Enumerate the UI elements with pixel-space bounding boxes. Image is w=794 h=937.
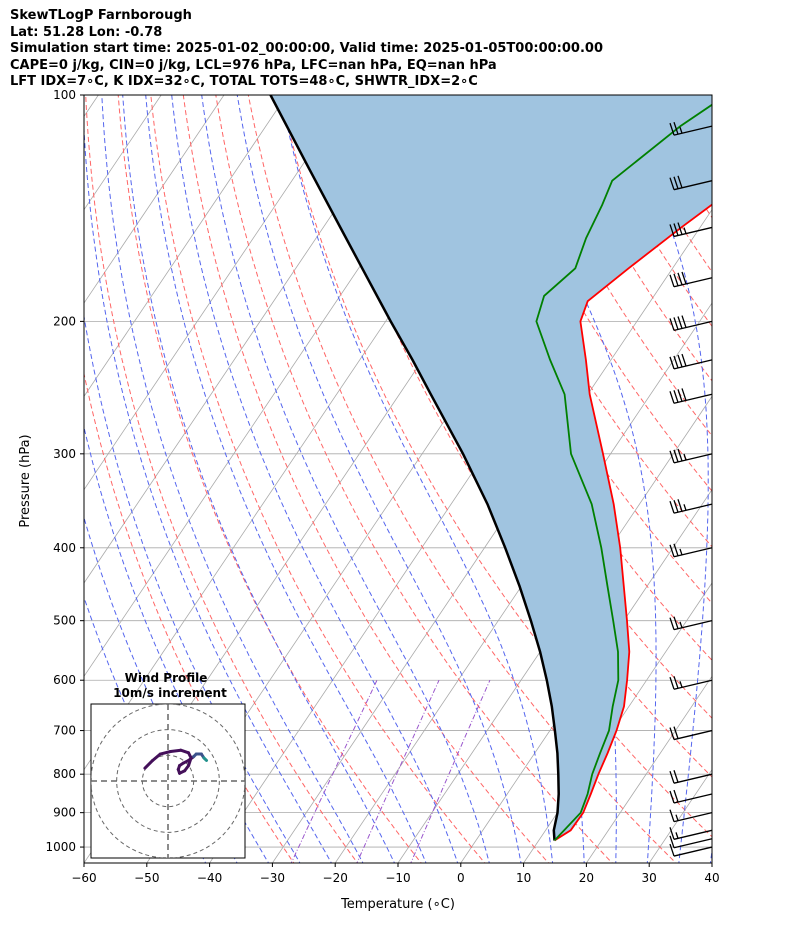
y-tick-label: 500 [53, 614, 76, 628]
moist-adiabat [84, 119, 332, 863]
y-axis-label: Pressure (hPa) [18, 434, 33, 527]
x-tick-label: 10 [516, 871, 531, 885]
hodograph-trace [143, 758, 155, 770]
dry-adiabat [508, 95, 712, 437]
mixing-ratio-line [356, 679, 440, 863]
dry-adiabat [312, 95, 712, 778]
x-tick-label: −60 [71, 871, 96, 885]
dry-adiabat [117, 95, 422, 863]
y-tick-label: 700 [53, 724, 76, 738]
y-tick-label: 400 [53, 541, 76, 555]
dry-adiabat [84, 371, 295, 863]
dry-adiabat [442, 95, 712, 548]
wind-barb [669, 809, 713, 823]
wind-barb [669, 543, 713, 558]
isotherm-line [397, 395, 712, 863]
y-tick-label: 900 [53, 806, 76, 820]
wind-barb [669, 676, 713, 690]
moist-adiabat [84, 313, 301, 863]
y-tick-label: 300 [53, 447, 76, 461]
y-tick-label: 200 [53, 314, 76, 328]
wind-barb [669, 175, 713, 191]
hodograph-inset: Wind Profile 10m/s increment [90, 671, 246, 859]
dry-adiabat [247, 95, 677, 863]
dry-adiabat [758, 78, 794, 866]
x-tick-label: 40 [704, 871, 719, 885]
wind-barb [669, 835, 713, 849]
dry-adiabat [726, 78, 794, 866]
moist-adiabat [709, 847, 712, 863]
isotherm-line [84, 95, 225, 304]
x-axis-label: Temperature (∘C) [340, 897, 455, 912]
dewpoint-profile-line [535, 103, 712, 842]
moist-adiabat [171, 95, 459, 863]
y-tick-label: 1000 [45, 840, 76, 854]
moist-adiabat [84, 595, 207, 863]
wind-barbs [669, 121, 713, 857]
wind-barb [669, 827, 713, 840]
wind-barb [669, 770, 713, 784]
y-tick-label: 100 [53, 88, 76, 102]
x-tick-label: −50 [134, 871, 159, 885]
wind-barb [669, 448, 713, 464]
x-tick-label: 0 [457, 871, 465, 885]
y-tick-label: 600 [53, 673, 76, 687]
wind-barb [669, 616, 713, 631]
wind-barb [669, 315, 713, 332]
hodograph-trace [169, 748, 183, 753]
moist-adiabat [280, 95, 554, 863]
x-tick-label: −20 [323, 871, 348, 885]
isotherm-line [711, 862, 712, 863]
hodograph-trace [202, 756, 208, 762]
isotherm-line [84, 95, 351, 491]
location-line: Lat: 51.28 Lon: -0.78 [10, 24, 163, 40]
chart-header: SkewTLogP Farnborough Lat: 51.28 Lon: -0… [10, 8, 603, 91]
x-tick-label: −30 [260, 871, 285, 885]
x-tick-label: 20 [579, 871, 594, 885]
dry-adiabat [790, 78, 794, 866]
dry-adiabat [150, 95, 486, 863]
hodograph-trace [151, 752, 162, 762]
isotherm-line [84, 95, 288, 398]
hodograph-title: Wind Profile [125, 671, 208, 685]
moist-adiabat [236, 95, 522, 863]
wind-barb [669, 388, 713, 404]
dry-adiabat [280, 95, 712, 838]
wind-barb [669, 353, 713, 370]
mixing-ratio-line [290, 679, 378, 863]
wind-barb [669, 222, 713, 238]
dry-adiabat [475, 95, 712, 492]
dry-adiabat [182, 95, 550, 863]
x-tick-label: −10 [385, 871, 410, 885]
isotherm-line [460, 488, 712, 863]
moist-adiabat [201, 95, 490, 863]
time-line: Simulation start time: 2025-01-02_00:00:… [10, 41, 603, 56]
moist-adiabat [615, 95, 709, 863]
temperature-profile-line [554, 203, 712, 842]
y-tick-label: 800 [53, 767, 76, 781]
dry-adiabat [85, 95, 359, 863]
moist-adiabat [101, 95, 364, 863]
chart-title: SkewTLogP Farnborough [10, 8, 192, 23]
wind-barb [669, 499, 713, 514]
wind-barb [669, 726, 713, 741]
x-tick-label: −40 [197, 871, 222, 885]
hodograph-trace [158, 749, 173, 756]
cape-line: CAPE=0 j/kg, CIN=0 j/kg, LCL=976 hPa, LF… [10, 57, 497, 73]
index-line: LFT IDX=7∘C, K IDX=32∘C, TOTAL TOTS=48∘C… [10, 74, 478, 89]
wind-barb [669, 843, 713, 857]
wind-barb [669, 271, 713, 288]
hodograph-subtitle: 10m/s increment [113, 686, 227, 700]
wind-barb [669, 789, 713, 804]
parcel-area-shading [270, 95, 712, 841]
moist-adiabat [122, 95, 396, 863]
wind-barb [669, 121, 713, 136]
parcel-profile-line [269, 95, 560, 841]
moist-adiabat [145, 95, 427, 863]
x-tick-label: 30 [642, 871, 657, 885]
